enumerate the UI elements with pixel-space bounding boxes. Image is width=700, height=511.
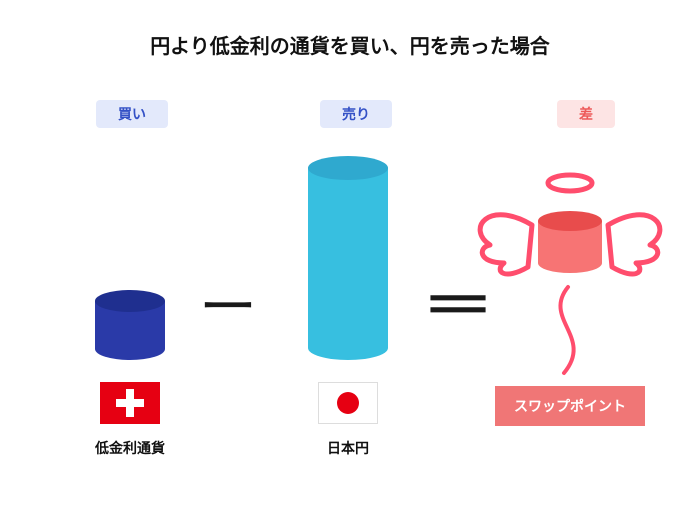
page-title: 円より低金利の通貨を買い、円を売った場合 bbox=[0, 30, 700, 59]
tag-diff: 差 bbox=[557, 100, 615, 128]
tag-buy: 買い bbox=[96, 100, 168, 128]
swap-point-badge: スワップポイント bbox=[495, 386, 645, 426]
label-buy: 低金利通貨 bbox=[40, 438, 220, 458]
angel-cylinder bbox=[475, 155, 665, 395]
label-sell: 日本円 bbox=[258, 438, 438, 458]
flag-swiss-icon bbox=[100, 382, 160, 424]
flag-japan-icon bbox=[318, 382, 378, 424]
cylinder-buy bbox=[95, 290, 165, 360]
tag-sell: 売り bbox=[320, 100, 392, 128]
operator-equals: ＝ bbox=[422, 281, 495, 333]
operator-minus: ー bbox=[200, 287, 256, 327]
cylinder-sell bbox=[308, 156, 388, 360]
